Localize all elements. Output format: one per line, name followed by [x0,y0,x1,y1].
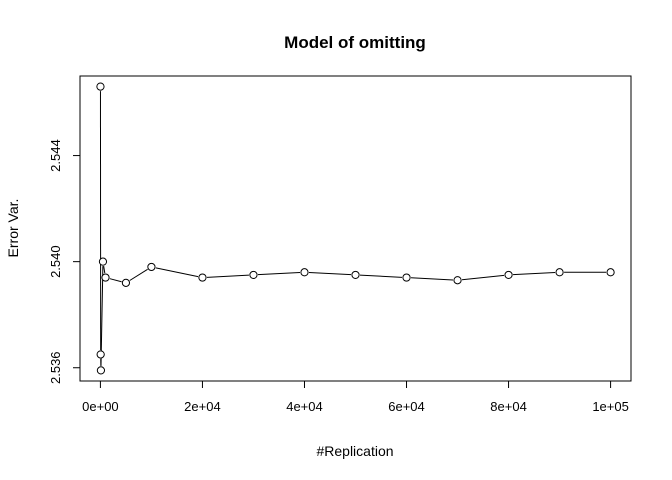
x-tick-label: 8e+04 [490,399,527,414]
y-axis-label: Error Var. [5,199,21,258]
data-point [249,270,258,280]
data-point [198,273,207,282]
data-point [98,257,108,266]
x-tick-label: 1e+05 [592,399,629,414]
data-point [453,276,462,285]
data-point [96,366,106,375]
plot-frame [79,75,632,382]
data-series [96,82,615,375]
series-line-segment [206,274,249,278]
series-line-segment [359,274,403,278]
data-point [147,262,156,272]
data-point [606,268,615,277]
y-tick-label: 2.536 [48,351,63,384]
data-point [402,273,411,282]
data-point [555,268,564,277]
data-point [101,273,110,282]
series-line-segment [257,271,301,276]
series-line-segment [308,271,352,276]
x-axis-label: #Replication [316,443,393,459]
data-point [351,270,360,280]
series-line-segment [461,274,505,281]
series-line-segment [410,277,454,281]
series-line-segment [513,271,556,276]
data-point [504,270,513,280]
y-tick-label: 2.544 [48,139,63,172]
series-line-segment [155,267,199,278]
series-line-segment [109,278,122,283]
data-point [96,82,105,91]
x-tick-label: 0e+00 [82,399,119,414]
data-point [121,278,131,287]
series-line-segment [129,268,148,281]
x-tick-label: 6e+04 [388,399,425,414]
y-tick-label: 2.540 [48,245,63,278]
data-point [96,350,105,359]
x-axis: 0e+00 2e+04 4e+04 6e+04 8e+04 1e+05 [82,380,629,414]
x-tick-label: 4e+04 [286,399,323,414]
x-tick-label: 2e+04 [184,399,221,414]
series-line-segment [100,266,104,366]
series-line-segment [103,266,106,274]
data-point [300,268,309,277]
chart-title: Model of omitting [284,33,426,52]
y-axis: 2.536 2.540 2.544 [48,139,81,384]
